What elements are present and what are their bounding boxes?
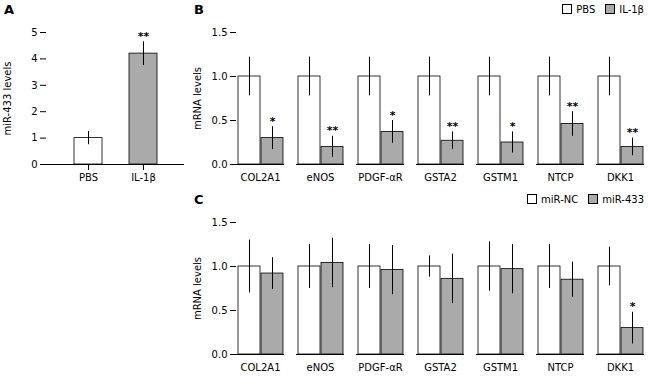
html-text:A: A [4, 1, 15, 17]
html-text:C: C [194, 191, 204, 207]
svg-text:**: ** [327, 124, 339, 137]
svg-text:*: * [510, 120, 516, 133]
svg-text:GSTM1: GSTM1 [483, 362, 518, 373]
svg-text:1.0: 1.0 [212, 71, 228, 82]
svg-text:5: 5 [31, 27, 37, 38]
svg-text:0.5: 0.5 [212, 305, 228, 316]
svg-text:*: * [630, 300, 636, 313]
svg-text:PDGF-αR: PDGF-αR [358, 362, 402, 373]
html-text:miR-433: miR-433 [602, 193, 644, 205]
svg-text:GSTM1: GSTM1 [483, 172, 518, 183]
svg-text:eNOS: eNOS [307, 172, 335, 183]
svg-text:eNOS: eNOS [307, 362, 335, 373]
svg-text:0: 0 [31, 159, 37, 170]
svg-text:GSTA2: GSTA2 [424, 362, 457, 373]
html-text:B: B [194, 1, 204, 17]
svg-text:4: 4 [31, 53, 37, 64]
svg-text:PDGF-αR: PDGF-αR [358, 172, 402, 183]
svg-text:**: ** [567, 100, 579, 113]
svg-text:1.0: 1.0 [212, 261, 228, 272]
svg-text:**: ** [627, 126, 639, 139]
svg-text:GSTA2: GSTA2 [424, 172, 457, 183]
svg-text:2: 2 [31, 106, 37, 117]
svg-text:1.5: 1.5 [212, 27, 228, 38]
svg-text:NTCP: NTCP [547, 362, 573, 373]
html-text:PBS: PBS [576, 3, 596, 15]
html-text:miR-NC: miR-NC [541, 193, 579, 205]
svg-text:*: * [270, 115, 276, 128]
svg-text:PBS: PBS [79, 172, 98, 183]
svg-text:COL2A1: COL2A1 [241, 172, 281, 183]
svg-text:mRNA levels: mRNA levels [192, 257, 203, 320]
svg-text:DKK1: DKK1 [607, 362, 634, 373]
svg-text:DKK1: DKK1 [607, 172, 634, 183]
svg-text:**: ** [138, 30, 150, 43]
html-text:IL-1β: IL-1β [619, 3, 644, 15]
svg-text:1: 1 [31, 132, 37, 143]
svg-text:0.0: 0.0 [212, 349, 228, 360]
svg-text:miR-433 levels: miR-433 levels [2, 62, 13, 136]
svg-text:**: ** [447, 120, 459, 133]
svg-text:IL-1β: IL-1β [131, 172, 156, 183]
svg-text:0.0: 0.0 [212, 159, 228, 170]
svg-text:1.5: 1.5 [212, 217, 228, 228]
svg-text:0.5: 0.5 [212, 115, 228, 126]
svg-text:3: 3 [31, 80, 37, 91]
svg-text:*: * [390, 109, 396, 122]
svg-text:COL2A1: COL2A1 [241, 362, 281, 373]
svg-text:NTCP: NTCP [547, 172, 573, 183]
svg-text:mRNA levels: mRNA levels [192, 67, 203, 130]
